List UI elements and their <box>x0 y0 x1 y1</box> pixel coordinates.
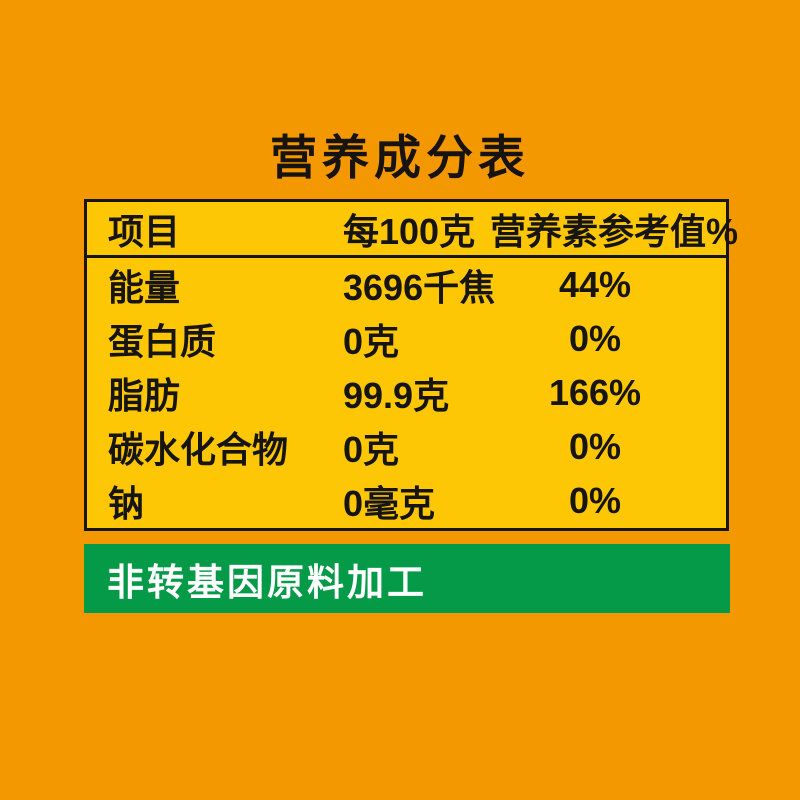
row-amount: 3696千焦 <box>343 267 496 308</box>
table-row-energy: 能量 3696千焦 44% <box>87 258 726 312</box>
row-nrv: 44% <box>558 264 632 305</box>
row-label: 能量 <box>108 267 181 308</box>
nutrition-table: 项目 每100克 营养素参考值% 能量 3696千焦 44% 蛋白质 0克 0%… <box>84 199 739 531</box>
table-row-carbohydrate: 碳水化合物 0克 0% <box>87 420 726 474</box>
row-amount: 0克 <box>343 429 400 470</box>
row-label: 蛋白质 <box>108 321 217 362</box>
column-header-item: 项目 <box>108 210 181 252</box>
table-row-fat: 脂肪 99.9克 166% <box>87 366 726 420</box>
row-label: 碳水化合物 <box>108 429 289 470</box>
non-gmo-banner-label: 非转基因原料加工 <box>107 561 427 603</box>
row-nrv: 0% <box>568 480 622 521</box>
table-row-sodium: 钠 0毫克 0% <box>87 474 726 528</box>
row-amount: 0克 <box>343 321 400 362</box>
row-amount: 0毫克 <box>343 483 436 524</box>
page-title: 营养成分表 <box>270 131 530 184</box>
row-label: 钠 <box>108 483 145 524</box>
column-header-per100g: 每100克 <box>343 210 476 252</box>
row-label: 脂肪 <box>108 375 181 416</box>
row-nrv: 166% <box>548 372 642 413</box>
row-nrv: 0% <box>568 426 622 467</box>
row-amount: 99.9克 <box>343 375 450 416</box>
row-nrv: 0% <box>568 318 622 359</box>
table-header-row: 项目 每100克 营养素参考值% <box>87 202 739 258</box>
table-row-protein: 蛋白质 0克 0% <box>87 312 726 366</box>
column-header-nrv: 营养素参考值% <box>490 210 739 252</box>
non-gmo-banner: 非转基因原料加工 <box>84 544 730 613</box>
